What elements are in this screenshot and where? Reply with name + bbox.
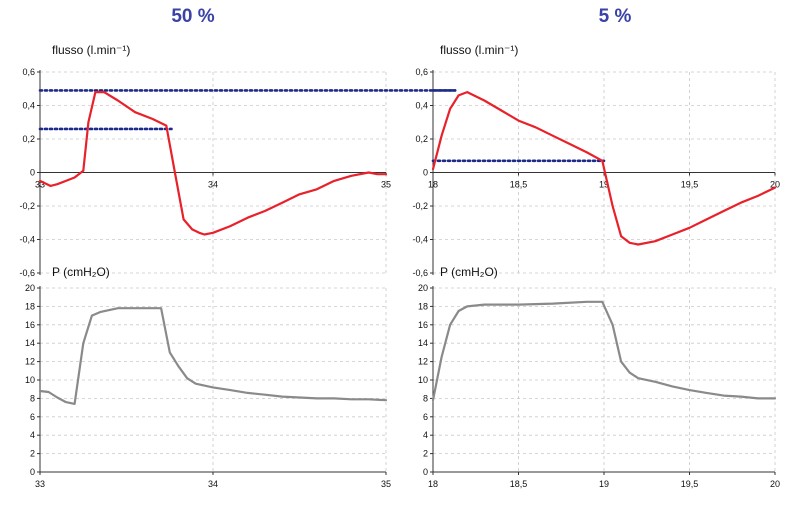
x-tick-label: 34	[208, 180, 218, 190]
series-line	[38, 90, 388, 236]
x-tick-label: 18,5	[510, 479, 528, 489]
x-tick-label: 19,5	[681, 180, 699, 190]
chart-title: 5 %	[599, 6, 632, 27]
chart-title: 50 %	[171, 6, 214, 27]
y-tick-label: 8	[423, 393, 428, 403]
y-tick-label: 0	[30, 467, 35, 477]
y-tick-label: 14	[25, 338, 35, 348]
y-tick-label: 20	[25, 283, 35, 293]
y-tick-label: 6	[423, 412, 428, 422]
x-tick-label: 19	[599, 479, 609, 489]
y-tick-label: -0,2	[412, 201, 428, 211]
y-tick-label: 8	[30, 393, 35, 403]
y-tick-label: 14	[418, 338, 428, 348]
x-tick-label: 18,5	[510, 180, 528, 190]
y-axis-label: P (cmH₂O)	[440, 265, 498, 279]
x-tick-label: 35	[381, 479, 391, 489]
y-tick-label: 10	[418, 375, 428, 385]
y-tick-label: 0	[423, 467, 428, 477]
chart-panel: 5 % flusso (l.min⁻¹) -0,6 -0,4 -0,2 0 0,2 0,4 0,…	[412, 6, 780, 278]
y-tick-label: 0,6	[22, 67, 35, 77]
y-tick-label: -0,6	[412, 268, 428, 278]
y-tick-label: 12	[25, 357, 35, 367]
y-tick-label: 18	[25, 301, 35, 311]
charts: 50 % flusso (l.min⁻¹) -0,6 -0,4 -0,2 0 0,2 0,4 0…	[19, 6, 780, 489]
y-axis-label: flusso (l.min⁻¹)	[440, 43, 518, 57]
chart-panel: P (cmH₂O) 0 2 4 6 8 10 12 14 16 18 20 33 34 35	[25, 265, 391, 489]
chart-panel: 50 % flusso (l.min⁻¹) -0,6 -0,4 -0,2 0 0,2 0,4 0…	[19, 6, 457, 278]
y-axis-label: flusso (l.min⁻¹)	[52, 43, 130, 57]
y-tick-label: 4	[30, 430, 35, 440]
y-tick-label: 18	[418, 301, 428, 311]
y-tick-label: 12	[418, 357, 428, 367]
x-tick-label: 20	[770, 180, 780, 190]
y-tick-label: 0	[30, 168, 35, 178]
x-tick-label: 33	[35, 479, 45, 489]
y-tick-label: 4	[423, 430, 428, 440]
x-tick-label: 18	[428, 180, 438, 190]
x-tick-label: 35	[381, 180, 391, 190]
series-line	[431, 90, 777, 246]
y-tick-label: 10	[25, 375, 35, 385]
y-tick-label: -0,4	[19, 235, 35, 245]
x-tick-label: 18	[428, 479, 438, 489]
y-tick-label: 0,4	[415, 101, 428, 111]
y-tick-label: -0,4	[412, 235, 428, 245]
y-axis-label: P (cmH₂O)	[52, 265, 110, 279]
chart-panel: P (cmH₂O) 0 2 4 6 8 10 12 14 16 18 20 18 18,5 19 19,5 20	[418, 265, 780, 489]
y-tick-label: 0,2	[415, 134, 428, 144]
y-tick-label: 0	[423, 168, 428, 178]
y-tick-label: 20	[418, 283, 428, 293]
x-tick-label: 20	[770, 479, 780, 489]
y-tick-label: 6	[30, 412, 35, 422]
y-tick-label: -0,6	[19, 268, 35, 278]
series-line	[38, 307, 388, 405]
x-tick-label: 19	[599, 180, 609, 190]
x-tick-label: 33	[35, 180, 45, 190]
y-tick-label: 0,6	[415, 67, 428, 77]
x-tick-label: 34	[208, 479, 218, 489]
y-tick-label: 0,2	[22, 134, 35, 144]
y-tick-label: -0,2	[19, 201, 35, 211]
y-tick-label: 0,4	[22, 101, 35, 111]
y-tick-label: 2	[423, 449, 428, 459]
x-tick-label: 19,5	[681, 479, 699, 489]
series-line	[431, 300, 777, 402]
y-tick-label: 16	[418, 320, 428, 330]
y-tick-label: 16	[25, 320, 35, 330]
y-tick-label: 2	[30, 449, 35, 459]
